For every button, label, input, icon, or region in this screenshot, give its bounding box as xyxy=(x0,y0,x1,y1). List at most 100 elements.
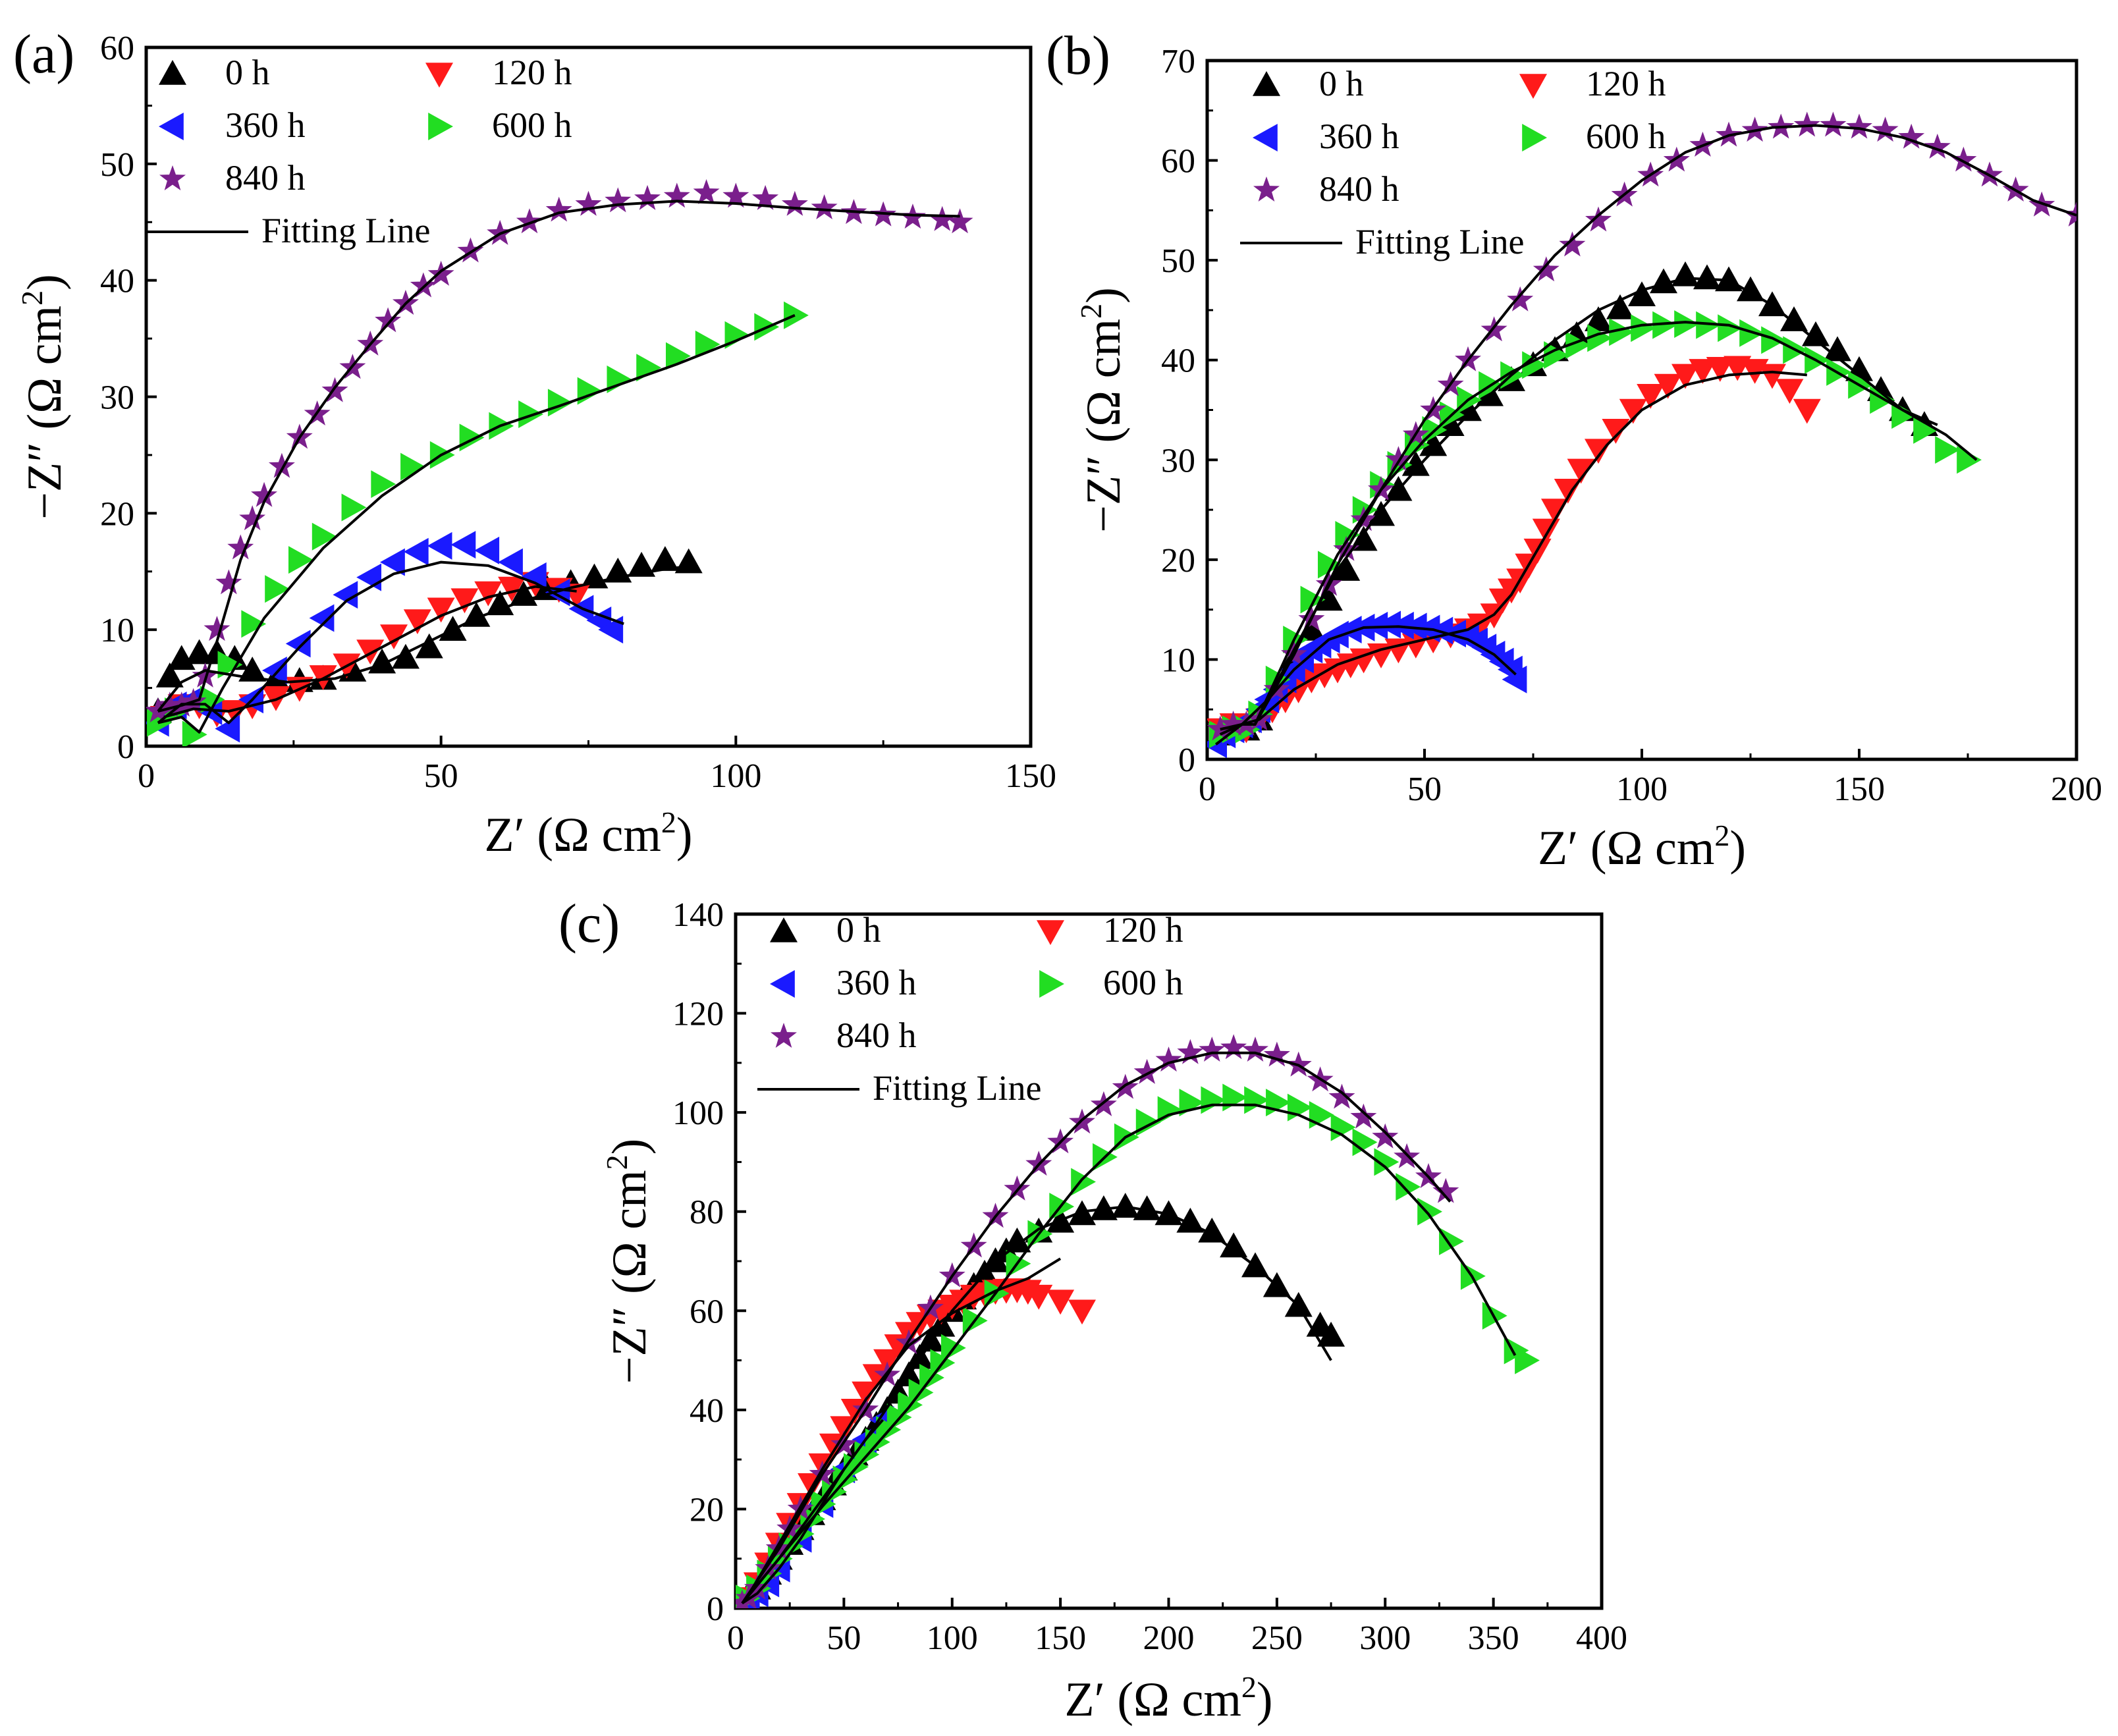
x-axis-label-close: ) xyxy=(676,808,693,862)
data-point xyxy=(1693,264,1721,290)
x-tick-label: 200 xyxy=(1143,1619,1195,1657)
y-axis-label-sup: 2 xyxy=(1074,304,1108,319)
data-point xyxy=(674,548,703,574)
data-point xyxy=(1220,710,1247,736)
data-point xyxy=(1671,261,1699,286)
data-point xyxy=(1628,281,1656,306)
data-point xyxy=(1089,1195,1118,1220)
data-point xyxy=(1533,256,1560,282)
legend: 0 h 120 h 360 h 600 h 840 h Fitting Line xyxy=(1240,64,1666,261)
data-point xyxy=(227,534,254,560)
y-tick-label: 40 xyxy=(100,263,134,300)
y-axis-label-main: −Z″ (Ω cm xyxy=(603,1170,657,1384)
data-point xyxy=(1244,1086,1269,1114)
data-point xyxy=(1559,231,1586,257)
data-point xyxy=(1467,613,1495,639)
data-point xyxy=(1220,1232,1248,1258)
data-point xyxy=(852,1381,880,1407)
legend-label: 840 h xyxy=(225,158,306,198)
legend-marker xyxy=(428,113,453,140)
data-point xyxy=(400,452,425,481)
data-point xyxy=(1544,341,1569,369)
data-point xyxy=(1674,310,1699,339)
data-point xyxy=(217,651,243,679)
legend-label: 0 h xyxy=(836,910,881,950)
legend-marker xyxy=(425,63,453,88)
legend-marker xyxy=(1522,124,1547,151)
data-point xyxy=(1432,1178,1459,1203)
x-axis-label-close: ) xyxy=(1257,1673,1273,1727)
data-point xyxy=(1654,373,1682,399)
y-tick-label: 10 xyxy=(1161,641,1195,679)
x-tick-label: 250 xyxy=(1251,1619,1303,1657)
data-point xyxy=(781,190,808,216)
series-840h xyxy=(736,1034,1459,1608)
data-point xyxy=(1609,318,1634,346)
legend-label: 360 h xyxy=(836,963,917,1002)
data-point xyxy=(1376,610,1401,639)
fitting-line-0h xyxy=(745,1205,1332,1600)
data-point xyxy=(239,505,266,531)
data-point xyxy=(575,190,602,216)
x-tick-label: 300 xyxy=(1359,1619,1411,1657)
fitting-line-0h xyxy=(1219,277,1938,736)
data-point xyxy=(1718,314,1743,342)
data-point xyxy=(521,562,547,590)
series-0h xyxy=(736,1193,1345,1608)
data-point xyxy=(693,179,720,205)
x-tick-label: 150 xyxy=(1035,1619,1086,1657)
data-point xyxy=(1870,386,1895,414)
data-point xyxy=(1352,1128,1378,1156)
plot-area xyxy=(736,1034,1540,1608)
legend-label: 120 h xyxy=(1103,910,1183,950)
y-tick-label: 20 xyxy=(100,495,134,533)
data-point xyxy=(238,657,267,682)
data-point xyxy=(545,196,572,222)
data-point xyxy=(1220,1034,1247,1060)
data-point xyxy=(1776,379,1804,404)
legend-marker xyxy=(770,970,795,998)
data-point xyxy=(1300,585,1326,614)
y-tick-label: 70 xyxy=(1161,43,1195,80)
series-360h xyxy=(1207,610,1527,759)
y-tick-label: 0 xyxy=(117,728,134,766)
legend-marker xyxy=(1039,970,1064,998)
y-tick-label: 80 xyxy=(690,1194,724,1232)
x-tick-label: 0 xyxy=(727,1619,744,1657)
legend-fit-label: Fitting Line xyxy=(1355,222,1525,261)
data-point xyxy=(371,470,396,499)
data-point xyxy=(1820,111,1847,137)
legend-label: 840 h xyxy=(1319,169,1399,209)
panel-label: (c) xyxy=(558,893,620,954)
data-point xyxy=(1619,398,1647,424)
data-point xyxy=(1541,499,1569,524)
data-point xyxy=(862,1364,890,1390)
data-point xyxy=(1872,117,1899,142)
fitting-line-120h xyxy=(745,1257,1062,1599)
data-point xyxy=(380,548,405,576)
data-point xyxy=(605,187,632,213)
y-axis-label-close: ) xyxy=(1077,287,1131,304)
legend-marker xyxy=(159,113,184,140)
data-point xyxy=(415,633,443,659)
data-point xyxy=(1198,1217,1226,1243)
data-point xyxy=(1419,431,1448,456)
data-point xyxy=(380,624,408,650)
y-tick-label: 30 xyxy=(100,379,134,417)
data-point xyxy=(1689,359,1717,384)
x-tick-label: 200 xyxy=(2051,771,2102,808)
x-axis-label-sup: 2 xyxy=(661,805,676,839)
y-axis-label: −Z″ (Ω cm2) xyxy=(15,274,72,519)
x-tick-label: 50 xyxy=(827,1619,861,1657)
data-point xyxy=(450,531,476,559)
y-tick-label: 40 xyxy=(1161,342,1195,380)
data-point xyxy=(1317,1321,1345,1347)
data-point xyxy=(1111,1193,1139,1218)
data-point xyxy=(516,208,543,234)
legend-fit-label: Fitting Line xyxy=(261,211,431,250)
legend-marker xyxy=(771,1023,797,1048)
y-tick-label: 20 xyxy=(690,1491,724,1529)
y-tick-label: 120 xyxy=(672,996,724,1033)
data-point xyxy=(755,1554,782,1580)
y-tick-label: 10 xyxy=(100,612,134,649)
